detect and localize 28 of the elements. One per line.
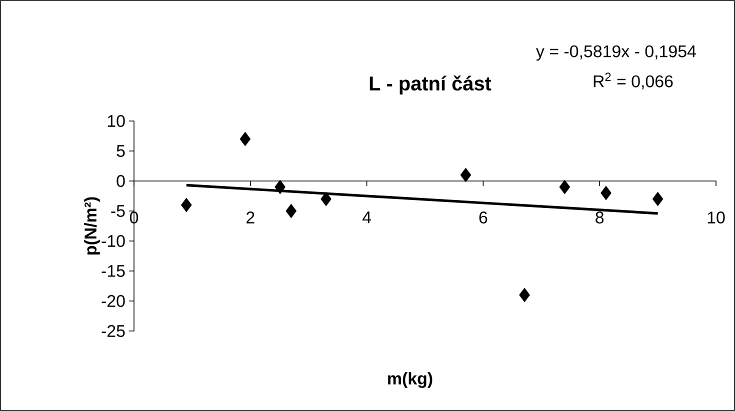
x-tick-label: 10 — [708, 212, 725, 224]
y-tick-label: -5 — [111, 205, 125, 217]
y-tick-label: -15 — [102, 265, 125, 277]
x-tick-label: 4 — [362, 212, 372, 224]
x-tick-label: 6 — [479, 212, 488, 224]
point — [600, 186, 612, 200]
point — [519, 288, 530, 302]
y-tick-label: 10 — [108, 115, 125, 127]
y-tick-label: 0 — [116, 175, 125, 187]
x-tick-label: 8 — [596, 212, 604, 224]
point — [274, 180, 286, 194]
text: R$^{2}$ = 0,066 — [594, 72, 673, 90]
y-axis-title: p(N/m²) — [84, 197, 100, 255]
point — [460, 168, 472, 182]
x-tick-label: 2 — [246, 212, 254, 224]
point — [652, 192, 664, 206]
y-tick-label: -25 — [102, 325, 125, 337]
x-axis-title: m(kg) — [388, 372, 432, 388]
text: y = -0,5819x - 0,1954 — [536, 45, 696, 61]
point — [286, 204, 297, 218]
y-tick-label: 5 — [116, 145, 125, 157]
point — [320, 192, 332, 206]
y-tick-label: -10 — [102, 235, 125, 247]
point — [240, 132, 251, 146]
y-tick-label: -20 — [102, 295, 125, 307]
chart-title: L - patní část — [370, 75, 492, 95]
point — [559, 180, 570, 194]
point — [180, 198, 192, 212]
